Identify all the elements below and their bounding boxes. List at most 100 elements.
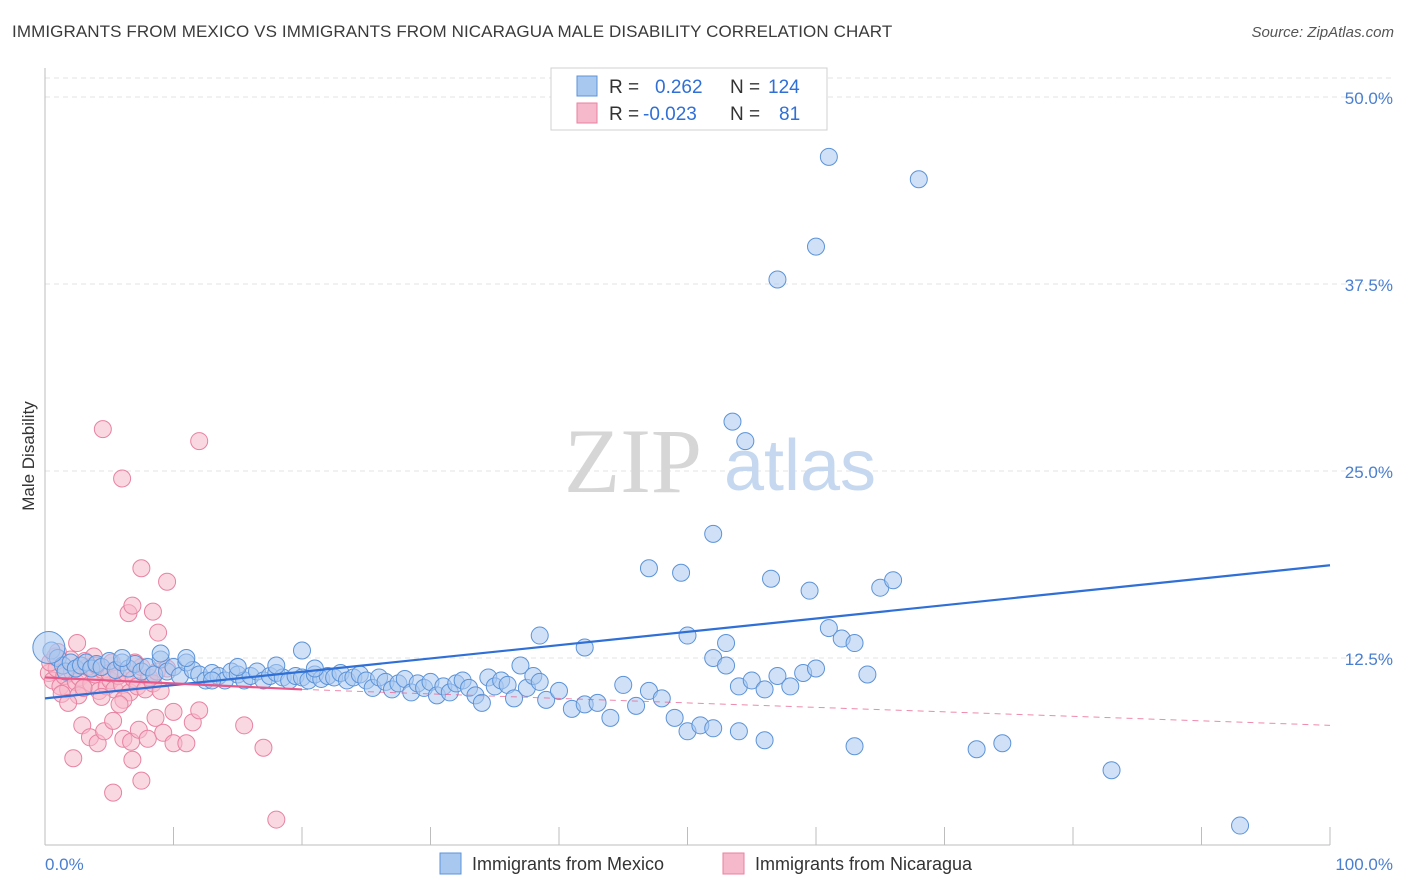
series-legend: Immigrants from Mexico Immigrants from N… (439, 852, 973, 875)
mexico-point (652, 689, 671, 708)
nicaragua-point (113, 469, 132, 488)
mexico-point (729, 722, 748, 741)
nicaragua-point (190, 432, 209, 451)
y-tick-labels: 12.5% 25.0% 37.5% 50.0% (1345, 89, 1393, 669)
mexico-point (305, 659, 324, 678)
legend-n-label-nicaragua: N = (730, 104, 760, 125)
mexico-point (537, 690, 556, 709)
mexico-point (884, 571, 903, 590)
nicaragua-point (64, 749, 83, 768)
legend-n-value-nicaragua: 81 (779, 104, 800, 125)
mexico-point (909, 170, 928, 189)
bottom-legend-nicaragua: Immigrants from Nicaragua (755, 854, 973, 874)
mexico-points (32, 147, 1250, 835)
axes (44, 68, 1331, 846)
mexico-point (588, 693, 607, 712)
mexico-point (845, 634, 864, 653)
mexico-point (755, 731, 774, 750)
nicaragua-trend-extension (301, 688, 1331, 726)
y-tick-label: 25.0% (1345, 463, 1393, 482)
mexico-point (1102, 761, 1121, 780)
mexico-point (151, 644, 170, 663)
y-tick-label: 50.0% (1345, 89, 1393, 108)
nicaragua-point (235, 716, 254, 735)
watermark-zip: ZIP (564, 410, 702, 512)
mexico-point (781, 677, 800, 696)
nicaragua-point (68, 634, 87, 653)
mexico-point (704, 524, 723, 543)
legend-swatch-nicaragua (576, 102, 598, 124)
mexico-point (819, 619, 838, 638)
legend-n-label-mexico: N = (730, 77, 760, 98)
source-label: Source: ZipAtlas.com (1251, 24, 1394, 41)
nicaragua-point (146, 708, 165, 727)
mexico-point (762, 569, 781, 588)
nicaragua-point (132, 559, 151, 578)
bottom-legend-mexico: Immigrants from Mexico (472, 854, 664, 874)
mexico-point (267, 656, 286, 675)
nicaragua-point (158, 572, 177, 591)
nicaragua-point (254, 738, 273, 757)
x-tick-label: 100.0% (1335, 855, 1393, 874)
x-tick-label: 0.0% (45, 855, 84, 874)
nicaragua-point (143, 602, 162, 621)
legend-r-value-nicaragua: -0.023 (643, 104, 697, 125)
nicaragua-trend-line (44, 676, 303, 691)
mexico-point (472, 693, 491, 712)
nicaragua-points (39, 420, 286, 829)
chart-title: IMMIGRANTS FROM MEXICO VS IMMIGRANTS FRO… (12, 22, 893, 41)
y-axis-label: Male Disability (19, 401, 38, 511)
mexico-point (967, 740, 986, 759)
mexico-point (177, 649, 196, 667)
legend-n-value-mexico: 124 (768, 77, 800, 98)
x-tick-labels: 0.0% 100.0% (45, 855, 1393, 874)
nicaragua-point (132, 771, 151, 790)
nicaragua-point (110, 695, 129, 714)
legend-r-value-mexico: 0.262 (655, 77, 703, 98)
mexico-point (768, 270, 787, 289)
mexico-point (530, 672, 549, 691)
mexico-point (601, 708, 620, 727)
mexico-point (845, 737, 864, 756)
trend-lines (44, 564, 1331, 726)
mexico-point (228, 657, 247, 676)
legend-swatch-mexico (576, 75, 598, 97)
mexico-point (678, 626, 697, 645)
mexico-point (1231, 816, 1250, 835)
nicaragua-point (267, 810, 286, 829)
mexico-point (736, 432, 755, 451)
mexico-point (530, 626, 549, 645)
mexico-point (717, 656, 736, 675)
bottom-legend-swatch-mexico (439, 852, 462, 875)
bottom-legend-swatch-nicaragua (722, 852, 745, 875)
mexico-cluster-point (32, 631, 66, 665)
mexico-point (807, 659, 825, 678)
mexico-point (993, 734, 1012, 753)
legend-r-label-nicaragua: R = (609, 104, 639, 125)
mexico-point (511, 656, 530, 675)
mexico-point (550, 681, 568, 700)
mexico-point (807, 237, 825, 256)
mexico-point (742, 671, 761, 690)
mexico-point (755, 680, 774, 699)
nicaragua-point (59, 693, 78, 712)
mexico-point (639, 559, 658, 578)
gridlines (45, 77, 1393, 659)
nicaragua-point (177, 734, 196, 753)
nicaragua-point (138, 729, 157, 748)
nicaragua-point (93, 420, 112, 439)
nicaragua-point (164, 702, 183, 721)
mexico-point (505, 689, 524, 708)
correlation-legend: R = 0.262 N = 124 R = -0.023 N = 81 (550, 67, 828, 131)
mexico-point (704, 719, 723, 738)
mexico-trend-line (44, 564, 1331, 700)
nicaragua-point (190, 701, 209, 720)
mexico-point (293, 641, 311, 660)
mexico-point (723, 412, 742, 431)
y-tick-label: 37.5% (1345, 276, 1393, 295)
legend-r-label-mexico: R = (609, 77, 639, 98)
mexico-point (768, 666, 787, 685)
mexico-point (858, 665, 877, 684)
nicaragua-point (149, 623, 168, 642)
